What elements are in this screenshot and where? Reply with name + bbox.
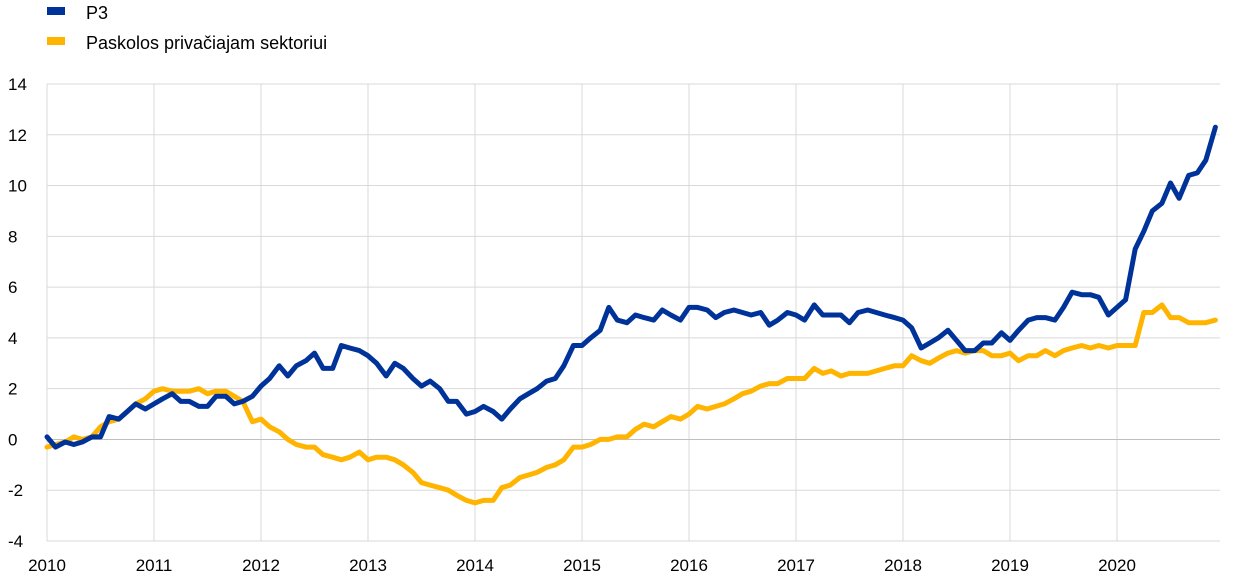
y-tick-label: 14 xyxy=(8,75,27,94)
x-tick-label: 2010 xyxy=(28,556,66,575)
y-tick-label: 8 xyxy=(8,227,17,246)
y-tick-label: 10 xyxy=(8,177,27,196)
series-line-p3 xyxy=(44,124,1218,450)
y-tick-label: 12 xyxy=(8,126,27,145)
legend-swatch-p3 xyxy=(47,7,65,15)
x-tick-label: 2014 xyxy=(456,556,494,575)
legend-item-p3: P3 xyxy=(47,3,108,23)
x-tick-label: 2012 xyxy=(242,556,280,575)
y-tick-label: -2 xyxy=(8,481,23,500)
x-tick-label: 2015 xyxy=(563,556,601,575)
y-tick-label: 0 xyxy=(8,430,17,449)
y-tick-label: 4 xyxy=(8,329,17,348)
legend-label-private-loans: Paskolos privačiajam sektoriui xyxy=(86,33,327,53)
x-tick-label: 2020 xyxy=(1098,556,1136,575)
x-tick-label: 2018 xyxy=(884,556,922,575)
legend-swatch-private-loans xyxy=(47,37,65,45)
y-tick-label: 6 xyxy=(8,278,17,297)
x-tick-label: 2013 xyxy=(349,556,387,575)
series-line-private-loans xyxy=(44,302,1218,506)
plot-area: -4 -2 0 2 4 6 8 10 12 14 2010 2011 2012 2013 2014 2015 2… xyxy=(8,75,1220,575)
legend-label-p3: P3 xyxy=(86,3,108,23)
legend: P3 Paskolos privačiajam sektoriui xyxy=(47,3,327,53)
x-tick-label: 2019 xyxy=(991,556,1029,575)
x-tick-label: 2011 xyxy=(136,556,173,575)
legend-item-private-loans: Paskolos privačiajam sektoriui xyxy=(47,33,327,53)
y-tick-label: 2 xyxy=(8,380,17,399)
x-tick-label: 2017 xyxy=(777,556,815,575)
x-tick-label: 2016 xyxy=(670,556,708,575)
y-tick-label: -4 xyxy=(8,532,23,551)
